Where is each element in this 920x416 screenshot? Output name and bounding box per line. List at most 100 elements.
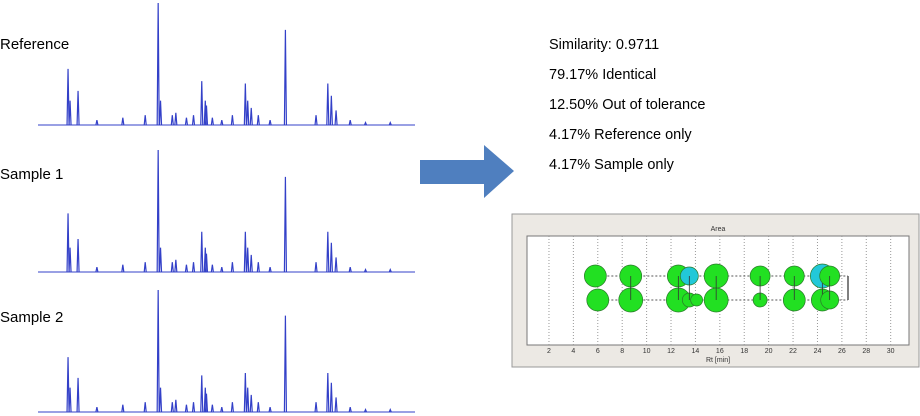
peak [143, 262, 147, 273]
peak [191, 115, 196, 126]
x-tick-label: 4 [571, 348, 575, 355]
peak [174, 112, 178, 126]
peak [268, 406, 272, 413]
arrow [420, 145, 514, 198]
peak [121, 264, 125, 273]
peak [246, 247, 250, 273]
peak [246, 100, 250, 126]
peak [326, 83, 330, 126]
peak [95, 406, 99, 413]
x-tick-label: 2 [547, 348, 551, 355]
x-tick-label: 18 [740, 348, 748, 355]
peak [314, 402, 318, 413]
peak [121, 404, 125, 413]
x-tick-label: 8 [620, 348, 624, 355]
peak [76, 377, 80, 413]
x-tick-label: 20 [765, 348, 773, 355]
peak [68, 247, 72, 273]
bubble [690, 293, 703, 307]
peak [66, 357, 70, 413]
peak [329, 242, 333, 273]
peak [334, 397, 338, 413]
peak [156, 149, 160, 273]
peak [170, 262, 174, 273]
x-axis-label: Rt [min] [706, 357, 730, 364]
peak [184, 117, 189, 126]
peak [388, 120, 392, 126]
peak [184, 404, 189, 413]
peak [243, 231, 247, 273]
peak [95, 119, 99, 126]
peak [314, 115, 318, 126]
peak [200, 375, 204, 413]
peak [66, 213, 70, 273]
peak [246, 387, 250, 413]
peak [210, 117, 214, 126]
peak [174, 399, 178, 413]
peak [210, 404, 214, 413]
peak [200, 231, 204, 273]
peak [314, 262, 318, 273]
x-tick-label: 14 [692, 348, 700, 355]
peak [204, 393, 209, 413]
peak [220, 406, 224, 413]
peak [68, 100, 72, 126]
peak [329, 95, 333, 126]
peak [363, 407, 368, 413]
peak [170, 115, 174, 126]
peak [210, 264, 214, 273]
peak [158, 387, 163, 413]
peak [348, 119, 352, 126]
peak [230, 262, 234, 273]
peak [121, 117, 125, 126]
trace-label: Sample 1 [0, 166, 63, 183]
peak [363, 267, 368, 273]
peak [249, 107, 253, 126]
x-tick-label: 28 [862, 348, 870, 355]
peak [268, 119, 272, 126]
x-tick-label: 12 [667, 348, 675, 355]
peak [283, 315, 288, 413]
peak [204, 253, 209, 273]
peak [170, 402, 174, 413]
stat-line: Similarity: 0.9711 [549, 37, 659, 53]
peak [230, 115, 234, 126]
peak [256, 402, 260, 413]
peak [220, 119, 224, 126]
stat-line: 79.17% Identical [549, 67, 656, 83]
peak [230, 402, 234, 413]
peak [158, 100, 163, 126]
chart-title: Area [711, 226, 726, 233]
peak [243, 372, 247, 413]
stat-line: 12.50% Out of tolerance [549, 97, 705, 113]
peak [204, 105, 209, 126]
peak [68, 387, 72, 413]
peak [283, 29, 288, 126]
peak [220, 266, 224, 273]
peak [200, 81, 204, 126]
peak [95, 266, 99, 273]
x-tick-label: 30 [887, 348, 895, 355]
bubble [586, 288, 610, 312]
peak [326, 231, 330, 273]
peak [329, 382, 333, 413]
block-arrow [420, 145, 514, 198]
x-tick-label: 10 [643, 348, 651, 355]
peak [143, 115, 147, 126]
peak [191, 402, 196, 413]
trace-label: Reference [0, 36, 69, 53]
peak [174, 259, 178, 273]
peak [334, 110, 338, 126]
stat-line: 4.17% Reference only [549, 127, 692, 143]
peak [388, 407, 392, 413]
peak [256, 115, 260, 126]
x-tick-label: 6 [596, 348, 600, 355]
peak [184, 264, 189, 273]
peak [156, 289, 160, 413]
peak [348, 266, 352, 273]
peak [388, 267, 392, 273]
peak [268, 266, 272, 273]
x-tick-label: 22 [789, 348, 797, 355]
